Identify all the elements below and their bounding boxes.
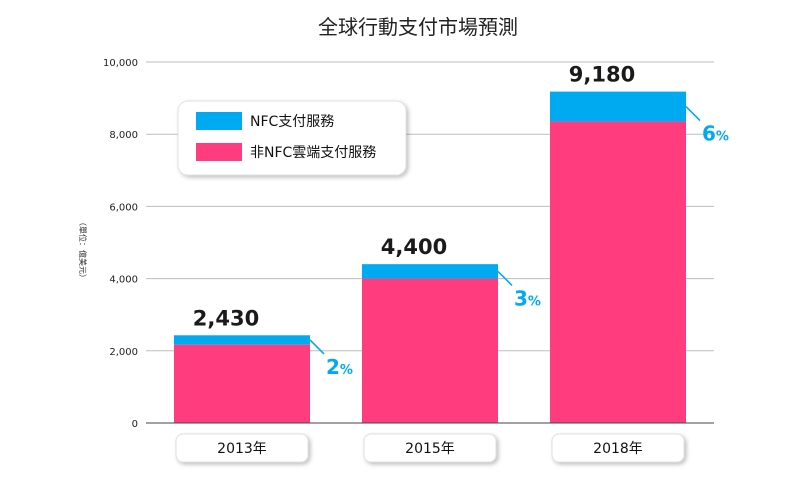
total-label: 2,430 <box>193 306 259 330</box>
legend-swatch-nfc <box>196 112 242 130</box>
legend-label-nfc: NFC支付服務 <box>250 114 334 130</box>
bar-non-nfc <box>550 121 686 423</box>
legend-swatch-non-nfc <box>196 143 242 161</box>
bar-nfc <box>362 264 498 279</box>
y-tick-label: 0 <box>132 419 138 430</box>
y-tick-label: 6,000 <box>109 202 138 213</box>
total-label: 4,400 <box>381 235 447 259</box>
category-label: 2013年 <box>217 441 267 457</box>
bar-non-nfc <box>362 278 498 423</box>
category-box <box>551 433 685 463</box>
category-box <box>175 433 309 463</box>
legend-label-non-nfc: 非NFC雲端支付服務 <box>250 145 376 161</box>
y-tick-label: 4,000 <box>109 275 138 286</box>
bar-non-nfc <box>174 344 310 423</box>
y-tick-label: 10,000 <box>103 58 138 69</box>
y-tick-label: 2,000 <box>109 347 138 358</box>
bar-nfc <box>174 335 310 345</box>
category-box <box>363 433 497 463</box>
chart-title: 全球行動支付市場預測 <box>318 15 518 39</box>
x-axis-categories: 2013年 2015年 2018年 <box>175 433 685 463</box>
nfc-share-leader <box>309 339 325 355</box>
total-label: 9,180 <box>569 63 635 87</box>
legend: NFC支付服務 非NFC雲端支付服務 <box>177 100 407 176</box>
bar-nfc <box>550 91 686 122</box>
category-label: 2015年 <box>405 441 455 457</box>
y-axis-label: （單位：億美元） <box>78 218 88 282</box>
nfc-share-leader <box>685 106 701 122</box>
category-label: 2018年 <box>593 441 643 457</box>
nfc-share-label: 2% <box>326 355 353 379</box>
nfc-share-leader <box>497 270 513 286</box>
y-tick-label: 8,000 <box>109 130 138 141</box>
y-axis-ticks: 0 2,000 4,000 6,000 8,000 10,000 <box>103 58 138 430</box>
nfc-share-label: 3% <box>514 286 541 310</box>
nfc-share-label: 6% <box>702 122 729 146</box>
nfc-share-labels: 2% 3% 6% <box>309 106 729 379</box>
bars <box>174 91 686 423</box>
total-labels: 2,430 4,400 9,180 <box>193 63 635 331</box>
